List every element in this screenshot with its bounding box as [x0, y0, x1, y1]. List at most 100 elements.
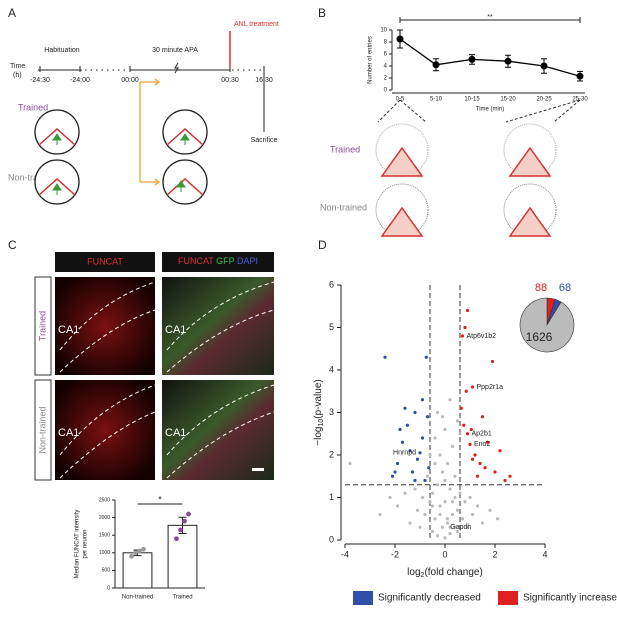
line: [399, 38, 581, 77]
y-tick-label: 0: [384, 88, 388, 94]
point: [453, 495, 457, 500]
header: FUNCAT GFP DAPI: [178, 256, 258, 266]
row-label: Trained: [37, 311, 47, 341]
y-tick-label: 4: [329, 364, 334, 374]
treatment-label: ANL treatment: [234, 21, 279, 28]
gene-label: Hnrnpd: [393, 450, 416, 457]
point: [423, 512, 427, 517]
point: [378, 512, 382, 517]
time-tick: 00:30: [221, 77, 239, 84]
row-box: [34, 379, 52, 481]
axis-label-part: log: [407, 567, 420, 578]
panel-a: Time (h) Habituation 30 minute APA ANL t…: [8, 21, 279, 205]
data-point: [182, 518, 187, 524]
point: [458, 432, 462, 436]
significance: *: [158, 494, 162, 504]
y-axis-label: Number of entries: [368, 36, 374, 84]
x-tick-label: 15-20: [500, 97, 516, 103]
point: [420, 436, 425, 440]
point: [473, 453, 477, 457]
point: [448, 532, 452, 536]
point: [480, 521, 485, 525]
y-tick-label: 2: [384, 76, 388, 82]
point: [463, 325, 467, 330]
point: [430, 529, 435, 534]
point: [418, 451, 422, 455]
data-point: [178, 527, 183, 533]
point: [408, 449, 412, 453]
axis-label-part: (p-value): [313, 379, 324, 418]
point: [430, 491, 435, 495]
point: [395, 461, 400, 466]
panel-label: C: [8, 238, 17, 252]
point: [445, 461, 450, 466]
y-tick-label: 6: [329, 279, 334, 289]
y-tick-label: 0: [107, 585, 110, 591]
point: [453, 474, 457, 478]
point: [464, 389, 468, 393]
slice-label: 68: [559, 282, 571, 294]
legend-label: Significantly increased: [523, 593, 617, 604]
point: [432, 61, 440, 69]
point: [450, 500, 455, 504]
point: [488, 508, 492, 512]
point: [438, 453, 442, 457]
axis-label: log2(fold change): [407, 567, 483, 580]
x-tick-label: -2: [391, 549, 399, 559]
point: [490, 359, 495, 364]
arenas: [34, 109, 208, 205]
panel-label: B: [318, 6, 326, 20]
point: [470, 512, 475, 517]
layer-outline: [59, 281, 275, 479]
slice-label: 1626: [526, 330, 553, 344]
axis-label-part: −log: [313, 427, 324, 446]
x-tick-label: -4: [341, 549, 349, 559]
point: [433, 436, 437, 440]
y-axis-label: per neuron: [83, 529, 89, 558]
point: [463, 500, 467, 504]
point: [468, 495, 472, 500]
point: [403, 406, 407, 410]
time-tick: 16:30: [255, 77, 273, 84]
point: [470, 457, 475, 461]
point: [420, 398, 425, 402]
panel-c-images: FUNCAT FUNCAT GFP DAPI CA1 CA1 CA1 CA1 T…: [34, 252, 275, 481]
row-box: [34, 276, 52, 376]
point: [455, 508, 460, 512]
point: [443, 478, 447, 483]
gene-label: Ppp2r1a: [477, 384, 504, 391]
point: [448, 525, 452, 529]
point: [438, 504, 442, 508]
time-label: (h): [13, 72, 22, 79]
x-tick-label: 20-25: [536, 97, 552, 103]
point: [503, 478, 507, 483]
gene-label: Ap2b1: [472, 431, 492, 438]
y-tick-label: 4: [384, 64, 388, 70]
point: [465, 432, 470, 436]
point: [418, 525, 422, 529]
axis-label-part: 2: [421, 572, 425, 579]
y-tick-label: 500: [102, 568, 111, 574]
point: [495, 517, 500, 521]
legend-label: Significantly decreased: [378, 593, 481, 604]
point: [440, 470, 445, 474]
y-tick-label: 0: [329, 534, 334, 544]
x-tick-label: 25-30: [572, 97, 588, 103]
panel-label: D: [318, 238, 327, 252]
x-axis-label: Time (min): [476, 107, 504, 113]
point: [445, 517, 450, 521]
point: [413, 410, 417, 415]
shock-icon: [174, 62, 179, 74]
micrograph: [162, 380, 274, 480]
region-label: CA1: [165, 324, 186, 336]
point: [440, 525, 445, 529]
micrograph: [162, 277, 274, 375]
timeline-ticks: [39, 66, 265, 132]
point: [428, 500, 432, 504]
point: [410, 470, 415, 474]
x-tick-label: 10-15: [464, 97, 480, 103]
gene-label: Atp6v1b2: [467, 333, 497, 340]
point: [455, 529, 460, 534]
point: [480, 415, 485, 419]
